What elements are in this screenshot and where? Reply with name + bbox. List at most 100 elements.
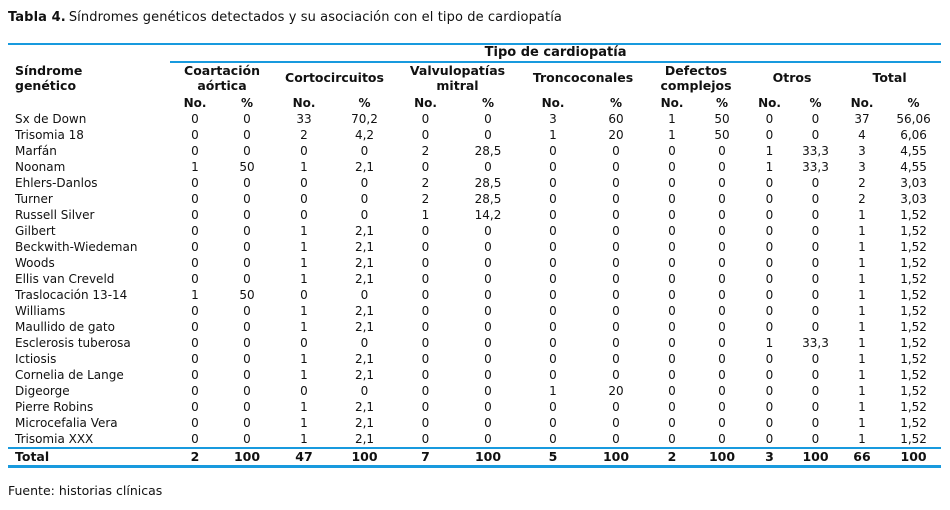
value-cell: 0 — [765, 175, 774, 190]
table-row: Williams 0 0 1 2,1 0 0 0 0 0 0 0 0 1 1,52 — [8, 303, 941, 319]
row-syndrome-name: Gilbert — [15, 223, 56, 238]
value-cell: 0 — [668, 159, 676, 174]
value-cell: 2 — [421, 143, 430, 158]
table-row: Esclerosis tuberosa 0 0 0 0 0 0 0 0 0 0 1 33,3 1 1,52 — [8, 335, 941, 351]
value-cell: 0 — [421, 287, 430, 302]
value-cell: 1 — [300, 415, 308, 430]
value-cell: 0 — [549, 255, 557, 270]
total-value-cell: 100 — [351, 449, 378, 465]
value-cell: 0 — [360, 207, 369, 222]
total-value-cell: 3 — [765, 449, 774, 465]
value-cell: 1 — [858, 239, 866, 254]
value-cell: 33,3 — [802, 143, 829, 158]
value-cell: 0 — [668, 143, 676, 158]
value-cell: 0 — [300, 207, 308, 222]
value-cell: 0 — [360, 383, 369, 398]
value-cell: 0 — [191, 319, 199, 334]
value-cell: 0 — [612, 191, 620, 206]
value-cell: 50 — [239, 287, 255, 302]
value-cell: 4 — [858, 127, 866, 142]
value-cell: 0 — [243, 111, 251, 126]
row-syndrome-name: Ehlers-Danlos — [15, 175, 98, 190]
value-cell: 33,3 — [802, 159, 829, 174]
value-cell: 2,1 — [354, 239, 375, 254]
value-cell: 1 — [858, 351, 866, 366]
value-cell: 0 — [484, 367, 492, 382]
value-cell: 0 — [612, 431, 620, 446]
value-cell: 0 — [765, 383, 774, 398]
value-cell: 0 — [765, 431, 774, 446]
value-cell: 0 — [549, 415, 557, 430]
total-value-cell: 100 — [802, 449, 829, 465]
value-cell: 70,2 — [351, 111, 378, 126]
value-cell: 0 — [668, 335, 676, 350]
value-cell: 0 — [765, 223, 774, 238]
table-row: Beckwith-Wiedeman 0 0 1 2,1 0 0 0 0 0 0 0 0 1 1,52 — [8, 239, 941, 255]
value-cell: 1,52 — [900, 303, 927, 318]
total-value-cell: 100 — [233, 449, 261, 465]
total-value-cell: 47 — [295, 449, 313, 465]
value-cell: 0 — [612, 223, 620, 238]
value-cell: 0 — [549, 191, 557, 206]
value-cell: 1 — [858, 415, 866, 430]
value-cell: 0 — [484, 159, 492, 174]
value-cell: 1 — [668, 111, 676, 126]
value-cell: 0 — [484, 303, 492, 318]
sub-header-defectos-complejos-no: No. — [660, 95, 684, 110]
value-cell: 0 — [300, 383, 308, 398]
sub-header-troncoconales-no: No. — [541, 95, 565, 110]
value-cell: 0 — [360, 143, 369, 158]
total-value-cell: 7 — [421, 449, 430, 465]
value-cell: 0 — [612, 319, 620, 334]
value-cell: 1 — [858, 367, 866, 382]
value-cell: 2,1 — [354, 303, 375, 318]
group-header-cortocircuitos: Cortocircuitos — [285, 70, 384, 86]
span-header-row: Síndrome genético Tipo de cardiopatía — [8, 43, 942, 93]
value-cell: 0 — [243, 255, 251, 270]
value-cell: 0 — [421, 159, 430, 174]
table-row: Cornelia de Lange 0 0 1 2,1 0 0 0 0 0 0 0 0 1 1,52 — [8, 367, 941, 383]
value-cell: 0 — [484, 319, 492, 334]
value-cell: 28,5 — [474, 175, 502, 190]
total-value-cell: 100 — [602, 449, 630, 465]
value-cell: 0 — [718, 159, 726, 174]
value-cell: 0 — [421, 399, 430, 414]
value-cell: 50 — [714, 111, 730, 126]
sub-header-defectos-complejos-pct: % — [715, 95, 729, 110]
row-syndrome-name: Woods — [15, 255, 55, 270]
value-cell: 1 — [858, 399, 866, 414]
value-cell: 3,03 — [900, 175, 927, 190]
value-cell: 0 — [549, 335, 557, 350]
row-syndrome-name: Traslocación 13-14 — [15, 287, 128, 302]
value-cell: 1 — [858, 303, 866, 318]
value-cell: 1 — [765, 159, 774, 174]
value-cell: 0 — [765, 127, 774, 142]
value-cell: 1 — [300, 431, 308, 446]
value-cell: 0 — [811, 287, 820, 302]
value-cell: 0 — [191, 239, 199, 254]
value-cell: 0 — [668, 319, 676, 334]
value-cell: 0 — [360, 175, 369, 190]
value-cell: 28,5 — [474, 143, 502, 158]
value-cell: 0 — [718, 351, 726, 366]
value-cell: 0 — [421, 335, 430, 350]
table-row: Pierre Robins 0 0 1 2,1 0 0 0 0 0 0 0 0 1 1,52 — [8, 399, 941, 415]
value-cell: 0 — [484, 351, 492, 366]
value-cell: 2,1 — [354, 351, 375, 366]
value-cell: 0 — [668, 239, 676, 254]
value-cell: 0 — [549, 271, 557, 286]
value-cell: 0 — [549, 399, 557, 414]
value-cell: 0 — [243, 415, 251, 430]
value-cell: 0 — [811, 399, 820, 414]
value-cell: 0 — [484, 335, 492, 350]
row-syndrome-name: Microcefalia Vera — [15, 415, 118, 430]
value-cell: 28,5 — [474, 191, 502, 206]
value-cell: 0 — [811, 383, 820, 398]
value-cell: 0 — [484, 383, 492, 398]
value-cell: 0 — [191, 191, 199, 206]
value-cell: 0 — [549, 319, 557, 334]
table-row: Russell Silver 0 0 0 0 1 14,2 0 0 0 0 0 0 1 1,52 — [8, 207, 941, 223]
value-cell: 1 — [300, 223, 308, 238]
value-cell: 1 — [300, 303, 308, 318]
value-cell: 0 — [484, 415, 492, 430]
